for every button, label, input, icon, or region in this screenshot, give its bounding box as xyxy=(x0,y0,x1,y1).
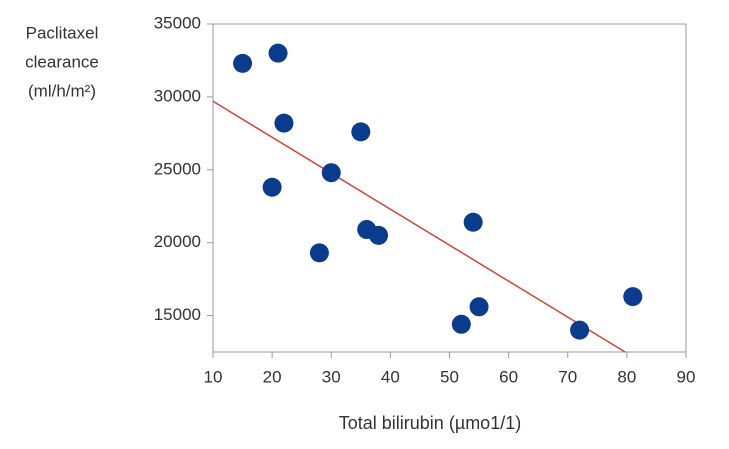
data-point xyxy=(623,287,643,307)
x-tick-label: 30 xyxy=(322,367,341,386)
x-tick-label: 50 xyxy=(440,367,459,386)
x-tick-label: 70 xyxy=(558,367,577,386)
y-tick-label: 25000 xyxy=(154,159,201,178)
data-point xyxy=(463,212,483,232)
x-tick-label: 40 xyxy=(381,367,400,386)
data-point xyxy=(233,53,253,73)
y-tick-label: 15000 xyxy=(154,305,201,324)
data-point xyxy=(570,320,590,340)
data-point xyxy=(469,297,489,317)
data-point xyxy=(274,113,294,133)
y-axis-label: clearance xyxy=(25,52,99,71)
data-point xyxy=(351,122,371,142)
x-tick-label: 80 xyxy=(617,367,636,386)
data-point xyxy=(268,43,288,63)
x-tick-label: 10 xyxy=(204,367,223,386)
data-point xyxy=(262,177,282,197)
data-point xyxy=(309,243,329,263)
y-axis-label: Paclitaxel xyxy=(26,23,99,42)
y-axis-label: (ml/h/m²) xyxy=(28,81,96,100)
x-tick-label: 60 xyxy=(499,367,518,386)
x-axis-label: Total bilirubin (µmo1/1) xyxy=(339,413,521,433)
x-tick-label: 90 xyxy=(677,367,696,386)
y-tick-label: 35000 xyxy=(154,13,201,32)
data-point xyxy=(321,163,341,183)
data-point xyxy=(369,225,389,245)
y-tick-label: 20000 xyxy=(154,232,201,251)
y-tick-label: 30000 xyxy=(154,86,201,105)
plot-frame xyxy=(212,23,687,353)
trend-line xyxy=(212,100,626,353)
data-point xyxy=(451,314,471,334)
x-tick-label: 20 xyxy=(263,367,282,386)
